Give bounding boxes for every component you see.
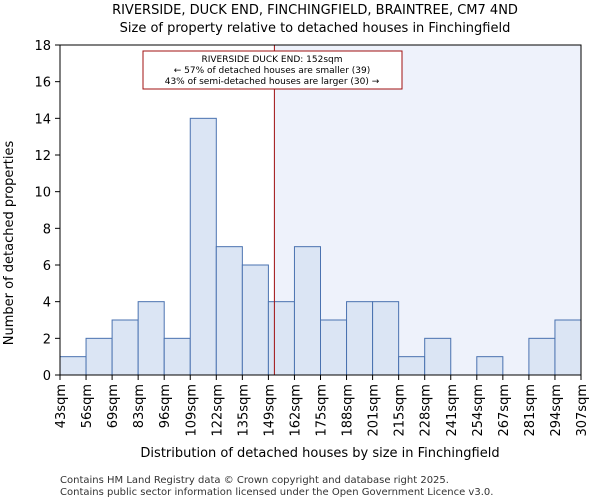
annotation-box: RIVERSIDE DUCK END: 152sqm ← 57% of deta… (142, 50, 403, 90)
x-tick-label-162sqm: 162sqm (288, 384, 303, 437)
y-tick-label-2: 2 (43, 332, 51, 347)
x-axis-label: Distribution of detached houses by size … (140, 446, 499, 461)
bar-109sqm (189, 117, 217, 376)
x-tick-label-241sqm: 241sqm (445, 384, 460, 437)
y-axis-label: Number of detached properties (2, 141, 17, 346)
bar-162sqm (293, 246, 322, 376)
bar-228sqm (424, 337, 452, 376)
bar-281sqm (528, 337, 556, 376)
x-tick-label-175sqm: 175sqm (315, 384, 330, 437)
bars (59, 117, 582, 376)
y-tick-label-12: 12 (34, 149, 51, 164)
x-tick-label-43sqm: 43sqm (54, 384, 69, 428)
chart-title: RIVERSIDE, DUCK END, FINCHINGFIELD, BRAI… (112, 3, 518, 18)
x-tick-label-228sqm: 228sqm (419, 384, 434, 437)
y-tick-label-18: 18 (34, 39, 51, 54)
x-tick-label-135sqm: 135sqm (236, 384, 251, 437)
annotation-line-2: ← 57% of detached houses are smaller (39… (174, 66, 371, 76)
footer-line-1: Contains HM Land Registry data © Crown c… (60, 475, 449, 486)
y-axis: 0 2 4 6 8 10 12 14 16 18 (34, 39, 60, 384)
bar-135sqm (241, 264, 269, 376)
x-tick-label-109sqm: 109sqm (184, 384, 199, 437)
y-tick-label-16: 16 (34, 76, 51, 91)
bar-254sqm (476, 356, 504, 376)
y-tick-label-14: 14 (34, 112, 51, 127)
bar-69sqm (111, 319, 139, 376)
x-tick-label-201sqm: 201sqm (367, 384, 382, 437)
y-tick-label-4: 4 (43, 296, 51, 311)
x-tick-label-149sqm: 149sqm (262, 384, 277, 437)
footer-line-2: Contains public sector information licen… (60, 487, 493, 498)
bar-96sqm (163, 337, 191, 376)
x-axis: 43sqm 56sqm 69sqm 83sqm 96sqm 109sqm 122sqm 135… (54, 375, 590, 437)
bar-56sqm (85, 337, 113, 376)
x-tick-label-215sqm: 215sqm (393, 384, 408, 437)
x-tick-label-294sqm: 294sqm (549, 384, 564, 437)
y-tick-label-0: 0 (43, 369, 51, 384)
bar-188sqm (346, 301, 374, 376)
chart-subtitle: Size of property relative to detached ho… (120, 21, 511, 36)
y-tick-label-10: 10 (34, 186, 51, 201)
x-tick-label-307sqm: 307sqm (575, 384, 590, 437)
x-tick-label-267sqm: 267sqm (497, 384, 512, 437)
y-tick-label-8: 8 (43, 222, 51, 237)
bar-83sqm (137, 301, 165, 376)
annotation-line-1: RIVERSIDE DUCK END: 152sqm (201, 55, 342, 65)
x-tick-label-188sqm: 188sqm (341, 384, 356, 437)
bar-215sqm (398, 356, 426, 376)
bar-201sqm (372, 301, 400, 376)
bar-175sqm (320, 319, 348, 376)
bar-43sqm (59, 356, 87, 376)
x-tick-label-122sqm: 122sqm (210, 384, 225, 437)
x-tick-label-69sqm: 69sqm (106, 384, 121, 428)
bar-122sqm (215, 246, 243, 376)
x-tick-label-254sqm: 254sqm (471, 384, 486, 437)
bar-294sqm (554, 319, 582, 376)
x-tick-label-281sqm: 281sqm (523, 384, 538, 437)
annotation-line-3: 43% of semi-detached houses are larger (… (165, 77, 380, 87)
x-tick-label-83sqm: 83sqm (132, 384, 147, 428)
x-tick-label-56sqm: 56sqm (80, 384, 95, 428)
bar-149sqm (267, 301, 295, 376)
y-tick-label-6: 6 (43, 259, 51, 274)
x-tick-label-96sqm: 96sqm (158, 384, 173, 428)
